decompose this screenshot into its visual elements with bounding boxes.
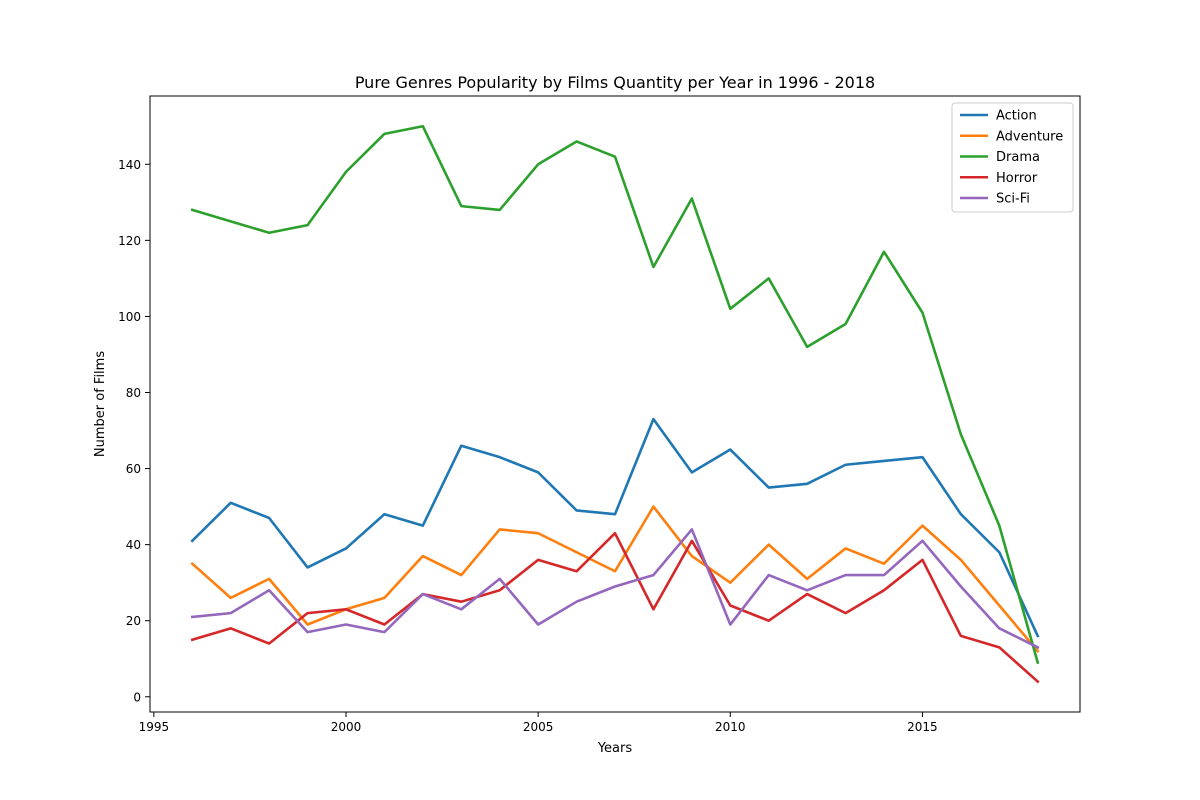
legend-entry-sci-fi: Sci-Fi [960,192,1030,207]
legend-label: Horror [996,171,1038,186]
y-axis-ticks: 0 20 40 60 80 100 120 140 [118,158,150,704]
series-layer [190,124,1040,684]
y-tick-label: 40 [126,538,141,552]
plot-area: 1995 2000 2005 2010 2015 0 20 40 60 80 100 120 140 [118,95,1081,734]
x-axis-label: Years [597,741,633,756]
series-line-sci-fi [190,528,1040,650]
chart-title: Pure Genres Popularity by Films Quantity… [355,73,875,92]
y-tick-label: 100 [118,310,141,324]
legend-entry-horror: Horror [960,171,1038,186]
series-line-drama [190,124,1040,665]
x-tick-label: 2010 [715,720,746,734]
legend: Action Adventure Drama Horror Sci-Fi [951,102,1074,213]
x-tick-label: 1995 [139,720,170,734]
series-line-horror [190,531,1040,684]
legend-entry-adventure: Adventure [960,129,1063,144]
legend-label: Action [996,109,1037,124]
legend-entries: Action Adventure Drama Horror Sci-Fi [960,109,1063,207]
y-tick-label: 80 [126,386,141,400]
legend-entry-drama: Drama [960,150,1040,165]
legend-label: Sci-Fi [996,192,1030,207]
x-tick-label: 2015 [907,720,938,734]
y-tick-label: 140 [118,158,141,172]
y-tick-label: 60 [126,462,141,476]
x-tick-label: 2005 [523,720,554,734]
y-tick-label: 120 [118,234,141,248]
x-axis-ticks: 1995 2000 2005 2010 2015 [139,712,938,734]
legend-label: Adventure [996,129,1063,144]
y-axis-label: Number of Films [93,351,108,457]
legend-box [951,102,1074,213]
legend-label: Drama [996,150,1040,165]
axes-frame [149,95,1081,713]
series-line-action [190,417,1040,638]
legend-entry-action: Action [960,109,1037,124]
y-tick-label: 20 [126,614,141,628]
x-tick-label: 2000 [331,720,362,734]
series-line-adventure [190,505,1040,653]
y-tick-label: 0 [133,690,141,704]
